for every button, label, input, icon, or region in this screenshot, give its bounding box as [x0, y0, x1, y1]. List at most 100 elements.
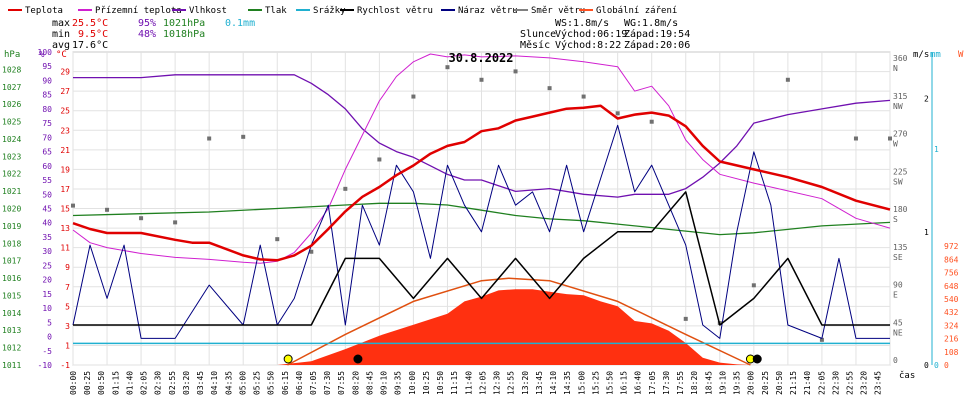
tick-time: 21:40	[803, 371, 812, 395]
tick-c: 25	[60, 107, 70, 116]
tick-time: 16:40	[634, 371, 643, 395]
tick-dir-label: SE	[893, 253, 903, 262]
tick-c: 7	[65, 283, 70, 292]
stats-max-temp: 25.5°C	[72, 18, 108, 29]
legend-label: Srážky	[313, 6, 346, 16]
stats-min-temp: 9.5°C	[78, 29, 108, 40]
tick-time: 17:30	[662, 371, 671, 395]
tick-w: 756	[944, 269, 959, 278]
series-wind-dir-point	[649, 119, 654, 124]
tick-pct: 25	[42, 261, 52, 270]
tick-hpa: 1021	[2, 187, 21, 196]
tick-time: 07:55	[337, 371, 346, 395]
tick-c: 19	[60, 165, 70, 174]
tick-time: 07:30	[323, 371, 332, 395]
tick-time: 08:20	[351, 371, 360, 395]
tick-pct: 60	[42, 162, 52, 171]
series-wind-dir-point	[853, 136, 858, 141]
tick-time: 04:35	[224, 371, 233, 395]
chart-legend: Teplota Přízemní teplota Vlhkost Tlak Srážky…	[8, 6, 677, 16]
info-moon-set: Západ:20:06	[624, 39, 690, 51]
unit-pct: %	[39, 50, 45, 60]
stats-max-hum: 95%	[138, 18, 156, 29]
tick-time: 18:20	[690, 371, 699, 395]
tick-pct: 50	[42, 190, 52, 199]
tick-c: 1	[65, 341, 70, 350]
tick-pct: 65	[42, 148, 52, 157]
series-wind-dir-point	[377, 157, 382, 162]
stats-max-label: max	[52, 18, 70, 29]
series-wind-dir-point	[275, 237, 280, 242]
series-wind-dir-point	[309, 249, 314, 254]
series-wind-dir-point	[411, 94, 416, 99]
moonrise-marker	[353, 354, 363, 364]
tick-time: 17:55	[676, 371, 685, 395]
stats-avg-label: avg	[52, 40, 70, 51]
tick-dir-label: SW	[893, 177, 903, 186]
legend-label: Náraz větru	[458, 6, 518, 16]
tick-c: 29	[60, 68, 70, 77]
series-humidity	[73, 74, 891, 198]
tick-hpa: 1019	[2, 222, 21, 231]
tick-time: 12:55	[507, 371, 516, 395]
tick-w: 540	[944, 295, 959, 304]
series-wind-dir-point	[547, 86, 552, 91]
tick-time: 21:15	[789, 371, 798, 395]
tick-time: 00:25	[83, 371, 92, 395]
tick-time: 11:15	[450, 371, 459, 395]
tick-time: 09:35	[394, 371, 403, 395]
tick-time: 13:20	[521, 371, 530, 395]
stats-max-rain: 0.1mm	[225, 18, 255, 29]
tick-time: 14:10	[549, 371, 558, 395]
tick-time: 19:10	[718, 371, 727, 395]
tick-c: 9	[65, 263, 70, 272]
tick-dir-deg: 225	[893, 167, 908, 176]
tick-time: 02:55	[168, 371, 177, 395]
axis-ticks: 1011101210131014101510161017101810191020…	[2, 48, 959, 395]
legend-label: Směr větru	[531, 6, 585, 16]
tick-pct: 5	[47, 318, 52, 327]
tick-mm: 1	[934, 145, 939, 154]
tick-time: 17:05	[648, 371, 657, 395]
tick-dir-deg: 270	[893, 130, 908, 139]
series-wind-dir-point	[581, 94, 586, 99]
tick-time: 11:40	[464, 371, 473, 395]
series-wind-dir-point	[785, 77, 790, 82]
stats-min-press: 1018hPa	[163, 29, 205, 40]
tick-time: 05:50	[267, 371, 276, 395]
series-radiation-clearsky	[287, 277, 751, 366]
tick-pct: -5	[42, 347, 52, 356]
tick-pct: 95	[42, 62, 52, 71]
tick-hpa: 1023	[2, 152, 21, 161]
tick-pct: 55	[42, 176, 52, 185]
tick-hpa: 1011	[2, 361, 21, 370]
tick-dir-deg: 90	[893, 281, 903, 290]
info-sun-label: Slunce	[520, 29, 556, 40]
tick-hpa: 1018	[2, 239, 21, 248]
tick-time: 20:25	[761, 371, 770, 395]
tick-pct: 85	[42, 91, 52, 100]
tick-pct: 45	[42, 205, 52, 214]
tick-time: 14:35	[563, 371, 572, 395]
tick-pct: 80	[42, 105, 52, 114]
stats-block: max 25.5°C 95% 1021hPa 0.1mm min 9.5°C 4…	[52, 18, 255, 51]
tick-time: 23:20	[860, 371, 869, 395]
tick-pct: 90	[42, 76, 52, 85]
info-wg: WG:1.8m/s	[624, 18, 678, 29]
tick-time: 15:25	[591, 371, 600, 395]
tick-time: 08:45	[365, 371, 374, 395]
tick-time: 12:05	[478, 371, 487, 395]
tick-dir-deg: 45	[893, 318, 903, 327]
tick-time: 23:45	[874, 371, 883, 395]
tick-ms: 0	[924, 361, 929, 370]
series-wind-dir-point	[139, 216, 144, 221]
series-wind-dir-point	[241, 134, 246, 139]
series-wind-dir-point	[479, 77, 484, 82]
tick-hpa: 1014	[2, 309, 21, 318]
info-block: WS:1.8m/s WG:1.8m/s Slunce Východ:06:19 …	[520, 18, 690, 51]
tick-dir-deg: 360	[893, 54, 908, 63]
tick-time: 13:45	[535, 371, 544, 395]
tick-w: 972	[944, 242, 959, 251]
tick-time: 05:25	[253, 371, 262, 395]
